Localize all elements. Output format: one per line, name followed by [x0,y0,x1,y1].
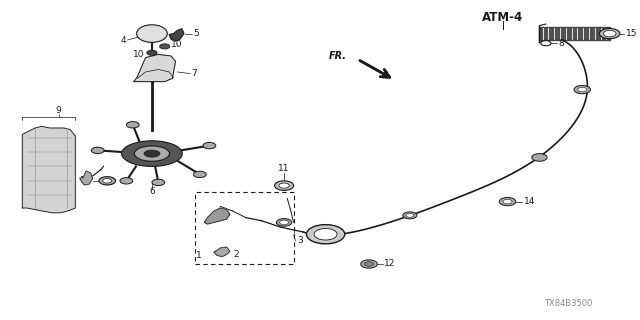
Circle shape [193,171,206,178]
Circle shape [503,199,512,204]
Circle shape [406,213,413,217]
Circle shape [403,212,417,219]
Ellipse shape [134,146,170,161]
Text: 5: 5 [193,29,198,38]
Polygon shape [169,29,184,41]
Circle shape [280,220,289,225]
Circle shape [275,181,294,190]
Ellipse shape [122,141,182,166]
Text: 12: 12 [385,260,396,268]
Text: 10: 10 [132,50,144,59]
Circle shape [120,178,132,184]
Text: 2: 2 [233,250,239,259]
Circle shape [361,260,378,268]
Text: 9: 9 [56,106,61,115]
Circle shape [103,179,112,183]
Circle shape [600,28,620,39]
Polygon shape [80,171,93,185]
Text: 11: 11 [278,164,290,172]
Circle shape [541,41,551,46]
Ellipse shape [144,150,160,157]
Text: TX84B3500: TX84B3500 [544,300,593,308]
Polygon shape [134,54,175,82]
Ellipse shape [136,25,167,43]
Text: 13: 13 [80,176,92,185]
Circle shape [499,197,516,206]
Text: 6: 6 [149,188,155,196]
Circle shape [203,142,216,149]
Circle shape [314,228,337,240]
Polygon shape [22,126,76,213]
Text: FR.: FR. [329,51,347,61]
Polygon shape [204,208,230,224]
Circle shape [99,177,116,185]
Text: 4: 4 [120,36,126,44]
Circle shape [532,154,547,161]
Circle shape [365,262,374,266]
Circle shape [159,44,170,49]
Circle shape [127,122,139,128]
Polygon shape [214,247,230,257]
Circle shape [92,147,104,154]
Circle shape [574,85,591,94]
Text: 3: 3 [297,236,303,245]
Circle shape [147,50,157,55]
Circle shape [276,219,292,226]
Text: ATM-4: ATM-4 [482,11,524,24]
Circle shape [578,87,587,92]
Circle shape [604,30,616,37]
Circle shape [279,183,289,188]
Text: 10: 10 [171,40,182,49]
Text: 8: 8 [559,39,564,48]
Text: 1: 1 [196,252,202,260]
Circle shape [307,225,345,244]
Text: 14: 14 [524,197,535,206]
Circle shape [152,179,164,186]
Text: 15: 15 [626,29,637,38]
Text: 7: 7 [191,69,197,78]
